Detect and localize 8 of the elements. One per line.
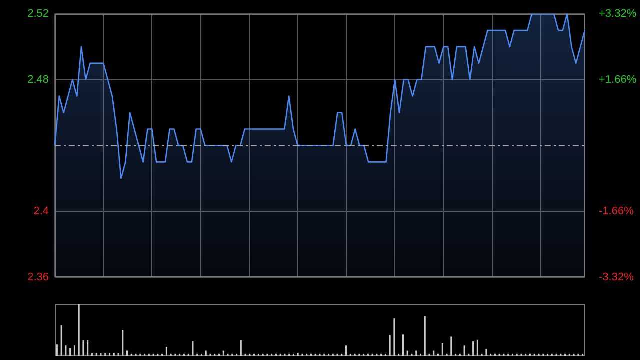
y2-tick-label: +3.32% [599,8,637,20]
y-tick-label: 2.52 [28,8,49,20]
y-tick-label: 2.48 [28,74,49,86]
y2-tick-label: -1.66% [599,206,634,218]
y-tick-label: 2.4 [34,206,49,218]
y2-tick-label: -3.32% [599,271,634,284]
y-tick-label: 2.36 [28,271,49,284]
y2-tick-label: +1.66% [599,74,637,86]
